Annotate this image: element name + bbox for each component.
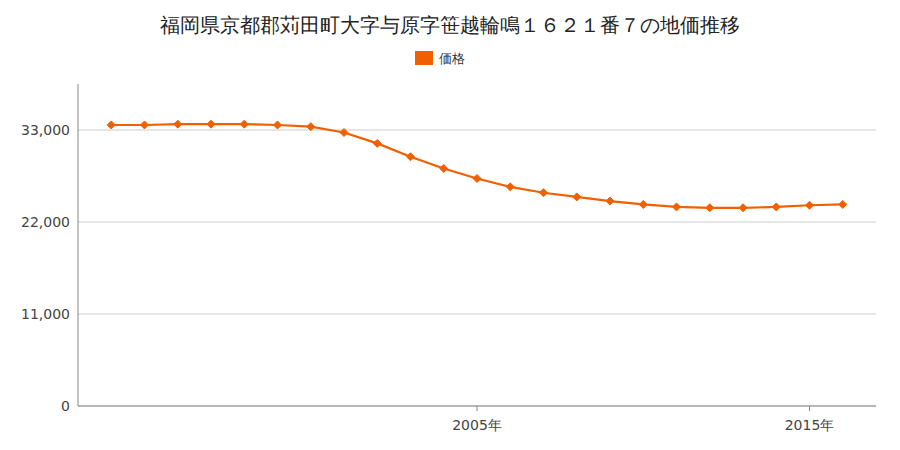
data-point	[373, 139, 381, 147]
y-axis-line	[78, 84, 79, 406]
data-point	[340, 129, 348, 137]
data-point	[639, 200, 647, 208]
data-point	[806, 201, 814, 209]
data-point	[307, 123, 315, 131]
data-point	[107, 121, 115, 129]
chart-svg: 福岡県京都郡苅田町大字与原字笹越輪鳴１６２１番７の地価推移価格 0 11,000 22…	[0, 0, 900, 450]
legend-label: 価格	[439, 51, 465, 66]
plot-area	[107, 120, 847, 212]
data-point	[739, 204, 747, 212]
chart-container: 福岡県京都郡苅田町大字与原字笹越輪鳴１６２１番７の地価推移価格 0 11,000 22…	[0, 0, 900, 450]
data-point	[573, 193, 581, 201]
grid-line	[78, 130, 876, 131]
axes: 0 11,000 22,000 33,000 2005年 2015年	[21, 84, 876, 433]
data-point	[407, 153, 415, 161]
data-point	[174, 120, 182, 128]
x-tick-label: 2015年	[785, 417, 835, 433]
data-point	[440, 164, 448, 172]
y-tick-label: 0	[61, 398, 70, 414]
x-tick-label: 2005年	[452, 417, 502, 433]
data-point	[274, 121, 282, 129]
data-point	[673, 203, 681, 211]
x-tick	[809, 406, 810, 411]
legend: 価格	[415, 51, 465, 66]
data-point	[706, 204, 714, 212]
data-point	[473, 175, 481, 183]
data-point	[839, 200, 847, 208]
data-point	[240, 120, 248, 128]
grid-line	[78, 314, 876, 315]
data-point	[540, 189, 548, 197]
data-point	[207, 120, 215, 128]
y-tick-label: 11,000	[21, 306, 70, 322]
y-tick-label: 22,000	[21, 214, 70, 230]
data-point	[141, 121, 149, 129]
data-point	[506, 183, 514, 191]
legend-swatch	[415, 51, 433, 65]
y-tick-label: 33,000	[21, 122, 70, 138]
data-line	[111, 124, 843, 208]
chart-title: 福岡県京都郡苅田町大字与原字笹越輪鳴１６２１番７の地価推移	[160, 13, 740, 37]
grid-line	[78, 222, 876, 223]
x-tick	[477, 406, 478, 411]
data-point	[606, 197, 614, 205]
data-point	[772, 203, 780, 211]
